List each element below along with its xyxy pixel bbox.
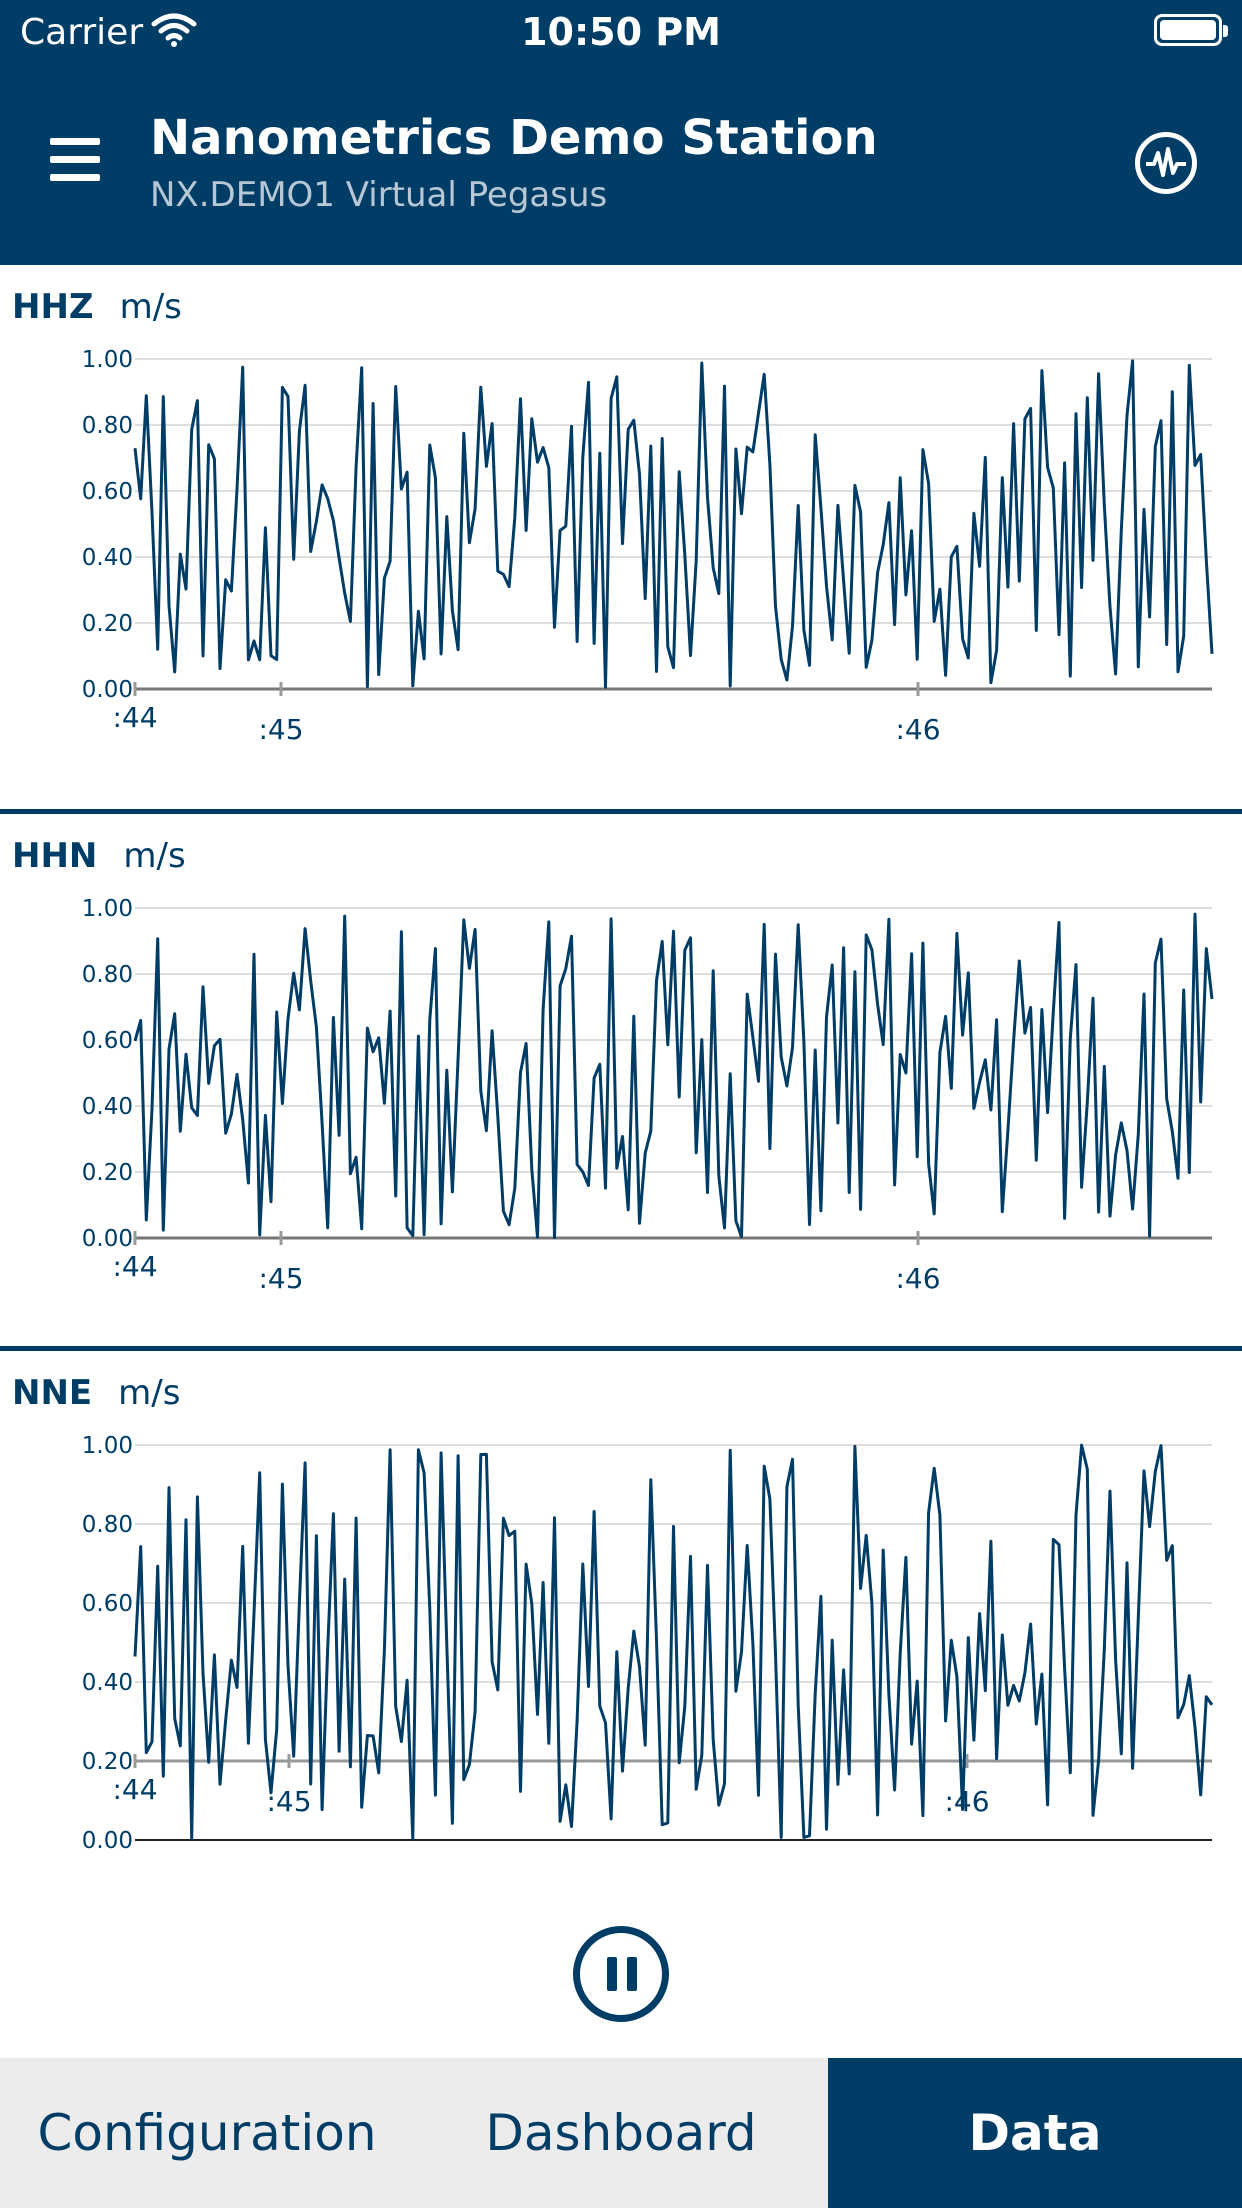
waveform-icon[interactable] [1135,132,1197,194]
panel-divider [0,809,1242,814]
channel-unit: m/s [119,287,182,327]
y-tick-label: 0.00 [82,1828,133,1854]
y-tick-label: 0.20 [82,611,133,637]
y-tick-label: 0.40 [82,1670,133,1696]
waveform-trace [133,1443,1214,1841]
seismogram-chart: 1.00 0.80 0.60 0.40 0.20 0.00:44 :45 :46 [82,347,1214,746]
channel-panel: HHN m/s 1.00 0.80 0.60 0.40 0.20 0.00:44 :45 :46 [0,814,1242,1344]
y-tick-label: 0.60 [82,479,133,505]
station-title: Nanometrics Demo Station [150,110,878,166]
time-tick-label: :45 [258,713,303,746]
seismogram-chart: 1.00 0.80 0.60 0.40 0.20 0.00:44 :45 :46 [82,896,1214,1295]
tab-configuration[interactable]: Configuration [37,2104,377,2162]
time-tick-label: :46 [944,1785,989,1818]
tab-dashboard[interactable]: Dashboard [485,2104,757,2162]
battery-icon [1154,14,1228,46]
app-header: Carrier 10:50 PM Nanometrics Demo Statio… [0,0,1242,265]
time-tick-label: :44 [112,1773,157,1806]
y-tick-label: 0.60 [82,1028,133,1054]
time-tick-label: :44 [112,1250,157,1283]
channel-name: HHZ [12,287,94,327]
y-tick-label: 0.00 [82,1226,133,1252]
panel-divider [0,1346,1242,1351]
clock: 10:50 PM [521,10,721,54]
waveform-trace [133,359,1214,689]
station-subtitle: NX.DEMO1 Virtual Pegasus [150,175,608,215]
pause-button[interactable] [573,1926,669,2022]
y-tick-label: 1.00 [82,896,133,922]
menu-icon[interactable] [50,138,100,182]
y-tick-label: 0.20 [82,1749,133,1775]
channel-panel: NNE m/s 1.00 0.80 0.60 0.40 0.20 0.00 :44 :45 :46 [0,1351,1242,1881]
waveform-trace [133,912,1214,1239]
tab-data[interactable]: Data [828,2058,1242,2208]
wifi-icon [151,13,197,47]
time-tick-label: :46 [895,713,940,746]
status-bar: Carrier 10:50 PM [0,0,1242,62]
y-tick-label: 1.00 [82,1433,133,1459]
channel-unit: m/s [118,1373,181,1413]
y-tick-label: 0.80 [82,1512,133,1538]
seismogram-chart: 1.00 0.80 0.60 0.40 0.20 0.00 :44 :45 :46 [82,1433,1214,1854]
time-tick-label: :44 [112,701,157,734]
y-tick-label: 0.40 [82,1094,133,1120]
time-tick-label: :46 [895,1262,940,1295]
channel-unit: m/s [123,836,186,876]
y-tick-label: 0.20 [82,1160,133,1186]
channel-panel: HHZ m/s 1.00 0.80 0.60 0.40 0.20 0.00:44 :45 :46 [0,265,1242,795]
y-tick-label: 0.60 [82,1591,133,1617]
carrier-label: Carrier [20,12,144,53]
time-tick-label: :45 [258,1262,303,1295]
channel-name: NNE [12,1373,93,1413]
y-tick-label: 1.00 [82,347,133,373]
tab-bar: Configuration Dashboard Data [0,2058,1242,2208]
y-tick-label: 0.40 [82,545,133,571]
y-tick-label: 0.80 [82,962,133,988]
time-tick-label: :45 [266,1785,311,1818]
y-tick-label: 0.00 [82,677,133,703]
y-tick-label: 0.80 [82,413,133,439]
channel-name: HHN [12,836,98,876]
